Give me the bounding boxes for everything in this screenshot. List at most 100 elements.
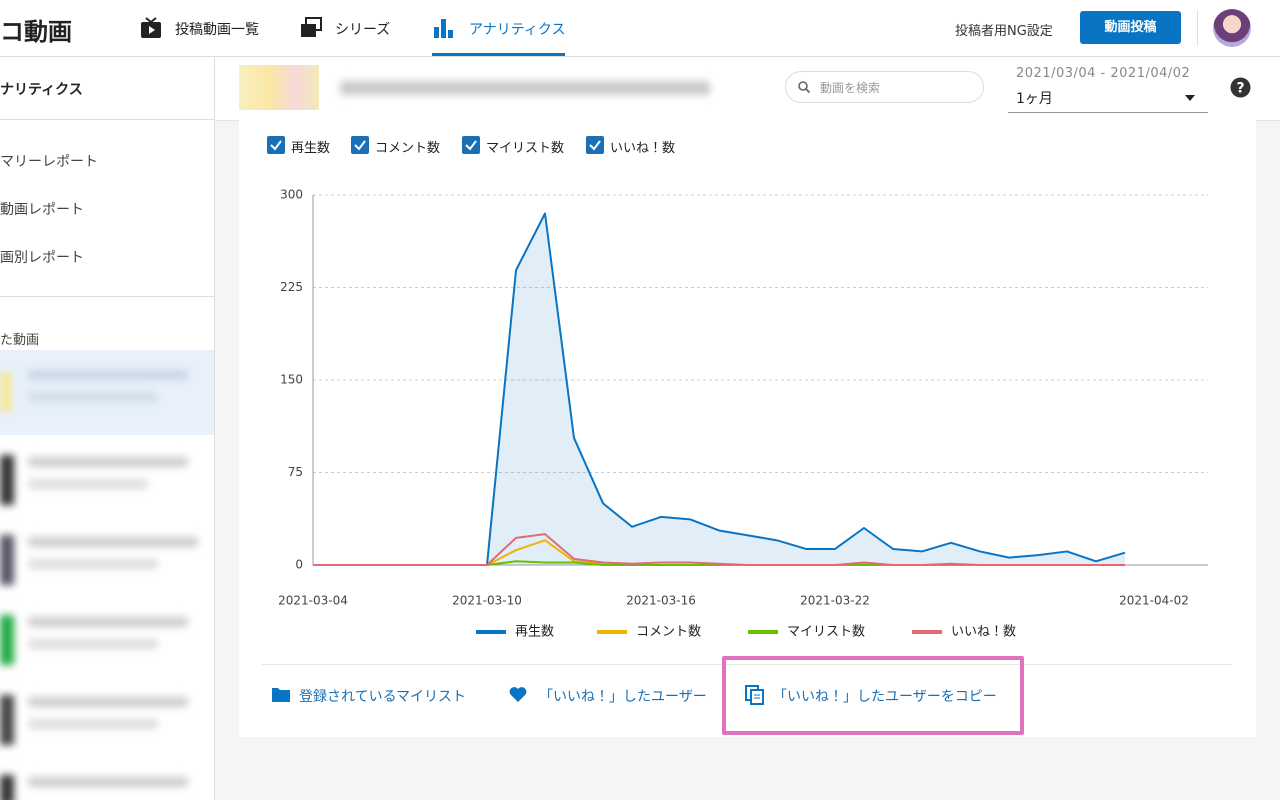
legend-swatch — [748, 630, 778, 634]
sidebar-menu-item[interactable]: マリーレポート — [0, 154, 98, 170]
blurred-text — [28, 370, 188, 380]
blurred-text — [28, 719, 158, 729]
thumbnail — [0, 455, 14, 505]
chart: 0 75 150 225 300 2021-03-04 2021-03-10 2021-03-… — [278, 188, 1208, 640]
thumbnail — [0, 535, 14, 585]
avatar[interactable] — [1213, 9, 1251, 47]
x-tick-label: 2021-03-10 — [452, 594, 522, 608]
x-tick-label: 2021-03-22 — [800, 594, 870, 608]
thumbnail — [0, 372, 12, 412]
nav-icon — [301, 17, 322, 37]
checkbox-box — [267, 136, 285, 154]
thumbnail — [0, 775, 14, 800]
nav-item-active[interactable]: アナリティクス — [469, 22, 566, 38]
blurred-text — [28, 392, 158, 402]
legend-swatch — [597, 630, 627, 634]
checkmark — [465, 140, 477, 151]
blurred-text — [28, 457, 188, 467]
legend-swatch — [476, 630, 506, 634]
date-range: 2021/03/04 - 2021/04/02 — [1016, 66, 1191, 81]
highlight-box — [722, 656, 1024, 735]
checkbox-label[interactable]: コメント数 — [375, 141, 441, 156]
sidebar-menu-item[interactable]: 画別レポート — [0, 250, 84, 266]
liked-users-link[interactable]: 「いいね！」したユーザー — [539, 689, 707, 705]
line — [313, 533, 1125, 566]
toolbar: 動画を検索 2021/03/04 - 2021/04/02 1ヶ月 ? — [215, 57, 1280, 121]
copy-liked-users-link[interactable]: 「いいね！」したユーザーをコピー — [773, 689, 997, 705]
legend-label: 再生数 — [515, 625, 554, 640]
checkmark — [270, 140, 282, 151]
blurred-text — [28, 639, 158, 649]
copy-icon — [745, 685, 764, 705]
blurred-text — [28, 537, 198, 547]
nav-item[interactable]: シリーズ — [335, 22, 391, 38]
thumbnail — [0, 615, 14, 665]
ng-settings-link[interactable]: 投稿者用NG設定 — [955, 24, 1053, 39]
divider — [262, 664, 1232, 665]
search-placeholder: 動画を検索 — [820, 81, 881, 95]
mylist-link[interactable]: 登録されているマイリスト — [299, 689, 467, 705]
upload-button[interactable]: 動画投稿 — [1080, 11, 1181, 44]
blurred-text — [28, 559, 158, 569]
thumbnail — [0, 695, 14, 745]
blurred-text — [28, 617, 188, 627]
checkbox-box — [586, 136, 604, 154]
sidebar-menu-item[interactable]: 動画レポート — [0, 202, 84, 218]
divider — [0, 296, 214, 297]
video-thumbnail — [239, 65, 319, 110]
checkmark — [589, 140, 601, 151]
legend-swatch — [912, 630, 942, 634]
checkbox[interactable] — [351, 136, 369, 154]
blurred-video-title — [340, 81, 710, 95]
legend-label: マイリスト数 — [787, 625, 865, 640]
checkbox-box — [351, 136, 369, 154]
checkmark — [354, 140, 366, 151]
y-tick-label: 300 — [280, 188, 303, 202]
checkbox[interactable] — [462, 136, 480, 154]
y-tick-label: 75 — [288, 465, 303, 479]
divider — [1197, 10, 1198, 46]
line — [313, 212, 1126, 566]
blurred-text — [28, 697, 188, 707]
nav-icon — [434, 19, 453, 38]
folder-icon — [272, 688, 290, 702]
y-tick-label: 0 — [295, 558, 303, 572]
period-value: 1ヶ月 — [1016, 91, 1053, 107]
sidebar-section: た動画 — [0, 333, 40, 348]
y-tick-label: 225 — [280, 280, 303, 294]
area — [313, 213, 1125, 565]
divider — [0, 119, 214, 120]
sidebar: ナリティクス マリーレポート 動画レポート 画別レポート た動画 — [0, 57, 215, 800]
dropdown-caret — [1185, 95, 1195, 101]
nav-item[interactable]: 投稿動画一覧 — [175, 22, 259, 38]
svg-text:?: ? — [1236, 81, 1244, 97]
sidebar-title: ナリティクス — [0, 82, 83, 98]
header: コ動画 投稿動画一覧 シリーズ アナリティクス 投稿者用NG設定 動画投稿 — [0, 0, 1280, 57]
x-tick-label: 2021-04-02 — [1119, 594, 1189, 608]
search-box[interactable]: 動画を検索 — [785, 71, 984, 103]
blurred-text — [28, 479, 148, 489]
checkbox[interactable] — [267, 136, 285, 154]
x-tick-label: 2021-03-04 — [278, 594, 348, 608]
video-list — [0, 445, 214, 800]
blurred-text — [28, 777, 188, 787]
nav-icon — [141, 17, 161, 38]
legend-label: いいね！数 — [951, 625, 1016, 640]
checkbox-label[interactable]: 再生数 — [291, 141, 331, 156]
heart-icon — [509, 687, 527, 702]
checkbox[interactable] — [586, 136, 604, 154]
period-select[interactable]: 1ヶ月 — [1008, 85, 1208, 113]
y-tick-label: 150 — [280, 373, 303, 387]
search-icon — [798, 81, 810, 93]
checkbox-label[interactable]: マイリスト数 — [486, 141, 565, 156]
logo[interactable]: コ動画 — [0, 18, 72, 46]
checkbox-box — [462, 136, 480, 154]
legend-label: コメント数 — [636, 625, 701, 640]
selected-video[interactable] — [0, 350, 214, 435]
checkbox-label[interactable]: いいね！数 — [610, 141, 676, 156]
help-icon[interactable]: ? — [1230, 77, 1251, 98]
active-underline — [432, 53, 565, 56]
analytics-card: 0 75 150 225 300 2021-03-04 2021-03-10 2021-03-… — [239, 120, 1256, 737]
